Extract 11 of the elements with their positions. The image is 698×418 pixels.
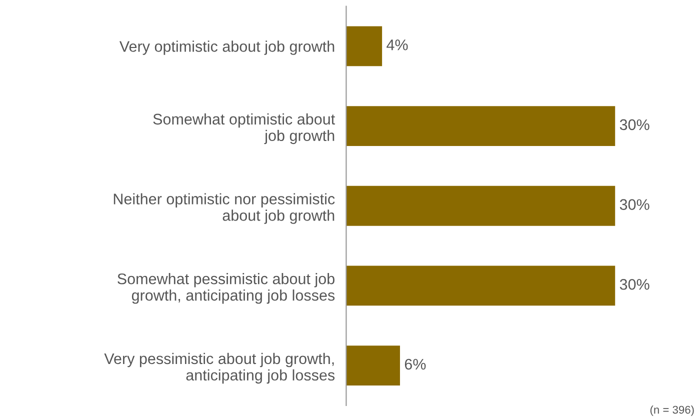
y-tick-label: Very optimistic about job growth [119, 40, 334, 55]
y-tick-label: Somewhat pessimistic about job growth, anticipating job losses [118, 273, 335, 304]
text: (n = 396) [650, 406, 694, 416]
y-tick-label: Somewhat optimistic about job growth [153, 113, 335, 144]
data-label: 4% [386, 40, 408, 50]
data-label: 30% [620, 278, 650, 290]
data-label: 30% [620, 119, 650, 130]
y-tick-label: Very pessimistic about job growth, anticipating job losses [104, 352, 335, 384]
y-tick-label: Neither optimistic nor pessimistic about job growth [114, 193, 335, 224]
data-label: 30% [620, 199, 650, 210]
data-label: 6% [404, 358, 426, 370]
